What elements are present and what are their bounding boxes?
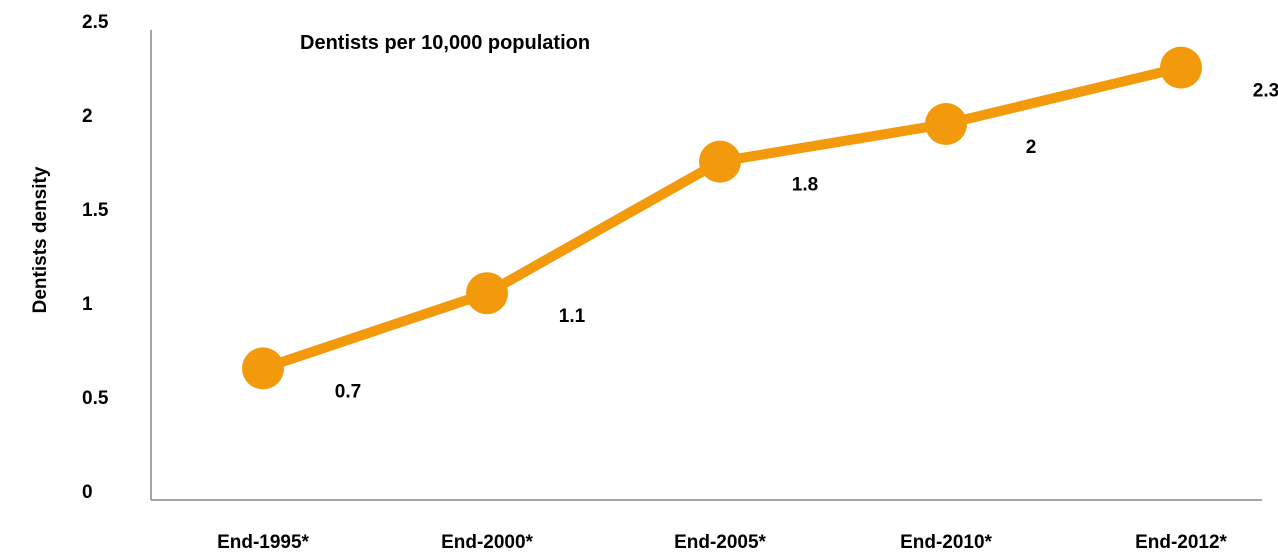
x-tick-label: End-1995* [217,532,309,553]
y-tick-label: 1 [82,294,93,315]
data-markers [242,46,1202,390]
data-label: 1.1 [559,306,586,327]
data-label: 1.8 [792,175,818,196]
data-point [1160,46,1202,89]
y-tick-label: 0.5 [82,388,109,409]
x-tick-label: End-2000* [441,532,533,553]
x-tick-label: End-2005* [674,532,766,553]
x-tick-label: End-2012* [1135,532,1227,553]
data-label: 2.3 [1253,81,1278,102]
y-tick-label: 2.5 [82,12,109,33]
x-tick-label: End-2010* [900,532,992,553]
data-label: 2 [1026,137,1037,158]
series-line [258,62,1186,374]
y-axis-title: Dentists density [30,166,51,313]
x-tick-labels: End-1995* End-2000* End-2005* End-2010* End-… [217,532,1227,553]
data-label: 0.7 [335,381,361,402]
data-point [466,272,508,315]
data-point [242,347,284,390]
data-point [699,140,741,183]
y-tick-labels: 0 0.5 1 1.5 2 2.5 [82,12,109,503]
data-point [925,103,967,145]
y-tick-label: 1.5 [82,200,109,221]
y-tick-label: 2 [82,106,93,127]
y-tick-label: 0 [82,482,93,503]
data-labels: 0.7 1.1 1.8 2 2.3 [335,81,1278,403]
chart-title: Dentists per 10,000 population [300,32,590,54]
